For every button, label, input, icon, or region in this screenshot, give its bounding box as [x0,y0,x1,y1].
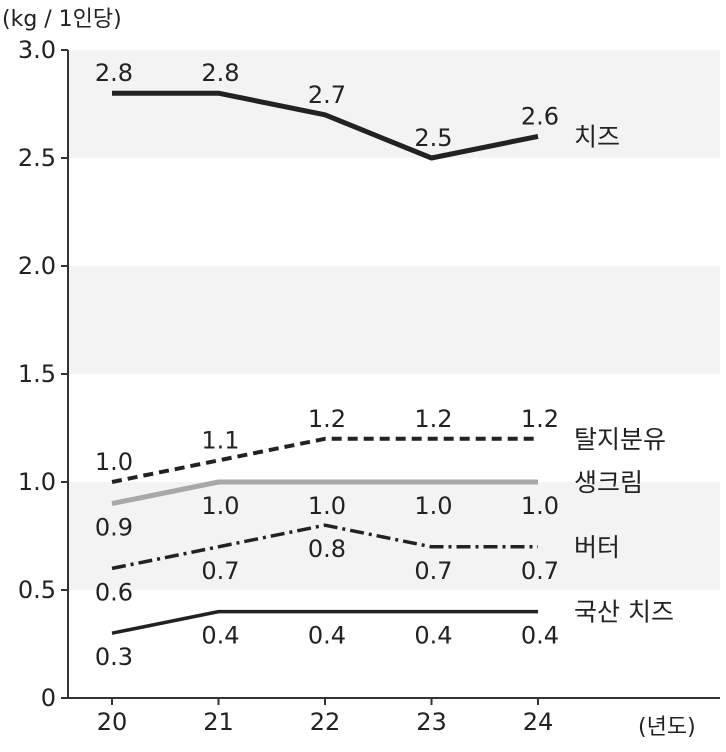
data-label: 0.4 [414,622,452,650]
data-label: 0.7 [414,557,452,585]
data-label: 0.4 [201,622,239,650]
series-name-label: 버터 [574,533,620,562]
data-label: 2.7 [308,81,346,109]
series-lines [111,90,539,635]
data-label: 2.8 [95,59,133,87]
grid-band [68,50,720,158]
x-tick-label: 24 [523,708,554,736]
y-tick-label: 0.5 [18,576,56,604]
series-line [111,436,538,484]
data-label: 1.2 [308,405,346,433]
data-label: 0.6 [95,578,133,606]
y-tick-label: 1.0 [18,468,56,496]
y-tick-label: 1.5 [18,360,56,388]
data-label: 1.2 [521,405,559,433]
y-tick-label: 3.0 [18,36,56,64]
data-label: 0.9 [95,514,133,542]
series-line [111,479,538,507]
data-label: 2.5 [414,124,452,152]
series-name-label: 국산 치즈 [574,598,674,627]
series-line [111,523,538,571]
series-name-label: 치즈 [574,122,620,151]
x-tick-label: 23 [416,708,447,736]
data-label: 2.6 [521,102,559,130]
data-label: 1.2 [414,405,452,433]
data-label: 1.0 [414,492,452,520]
data-label: 0.4 [308,622,346,650]
x-tick-label: 21 [203,708,234,736]
axes: 0 0.5 1.0 1.5 2.0 2.5 3.0 20 21 22 23 24 [18,36,720,736]
grid-band [68,482,720,590]
x-tick-label: 22 [310,708,341,736]
data-label: 1.0 [201,492,239,520]
data-label: 0.4 [521,622,559,650]
series-name-label: 생크림 [574,468,643,497]
y-tick-label: 0 [41,684,56,712]
data-label: 1.0 [521,492,559,520]
data-label: 0.7 [521,557,559,585]
data-label: 2.8 [201,59,239,87]
x-tick-label: 20 [97,708,128,736]
grid-bands [68,50,720,590]
y-tick-label: 2.0 [18,252,56,280]
data-label: 1.1 [201,426,239,454]
data-labels: 2.8 2.8 2.7 2.5 2.6 치즈 1.0 1.1 1.2 1.2 1.2 탈지분유 0.9 1… [95,59,674,671]
data-label: 1.0 [95,448,133,476]
grid-band [68,266,720,374]
data-label: 0.8 [308,535,346,563]
series-name-label: 탈지분유 [574,425,666,454]
y-axis-unit-label: (kg / 1인당) [2,7,122,32]
x-axis-unit-label: (년도) [638,715,696,740]
y-tick-label: 2.5 [18,144,56,172]
series-line [111,609,538,635]
data-label: 1.0 [308,492,346,520]
series-line [112,90,539,161]
data-label: 0.7 [201,557,239,585]
data-label: 0.3 [95,643,133,671]
